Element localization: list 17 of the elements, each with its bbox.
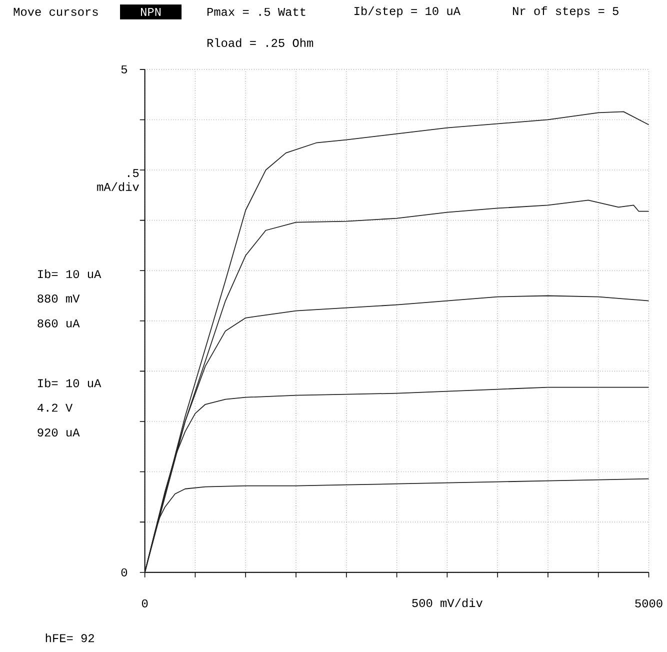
text: Ib= 10 uA	[38, 378, 102, 388]
y-axis-title: .5 mA/div	[97, 169, 139, 192]
text: 4.2 V	[38, 404, 73, 412]
text: Ib/step = 10 uA	[354, 6, 460, 18]
text: 880 mV	[38, 294, 80, 303]
x-axis-title: 500 mV/div	[412, 598, 482, 608]
text: Ib= 10 uA	[38, 270, 102, 278]
y-tick-label: 5	[121, 66, 128, 74]
text: Move cursors	[14, 8, 98, 16]
text: 920 uA	[38, 428, 80, 437]
text: NPN	[141, 8, 161, 16]
text: hFE= 92	[46, 634, 94, 642]
text: 860 uA	[38, 319, 80, 328]
text: Rload = .25 Ohm	[207, 38, 314, 48]
text: Nr of steps = 5	[513, 6, 618, 18]
text: Pmax = .5 Watt	[207, 8, 306, 16]
x-tick-label: 5000	[635, 599, 662, 608]
